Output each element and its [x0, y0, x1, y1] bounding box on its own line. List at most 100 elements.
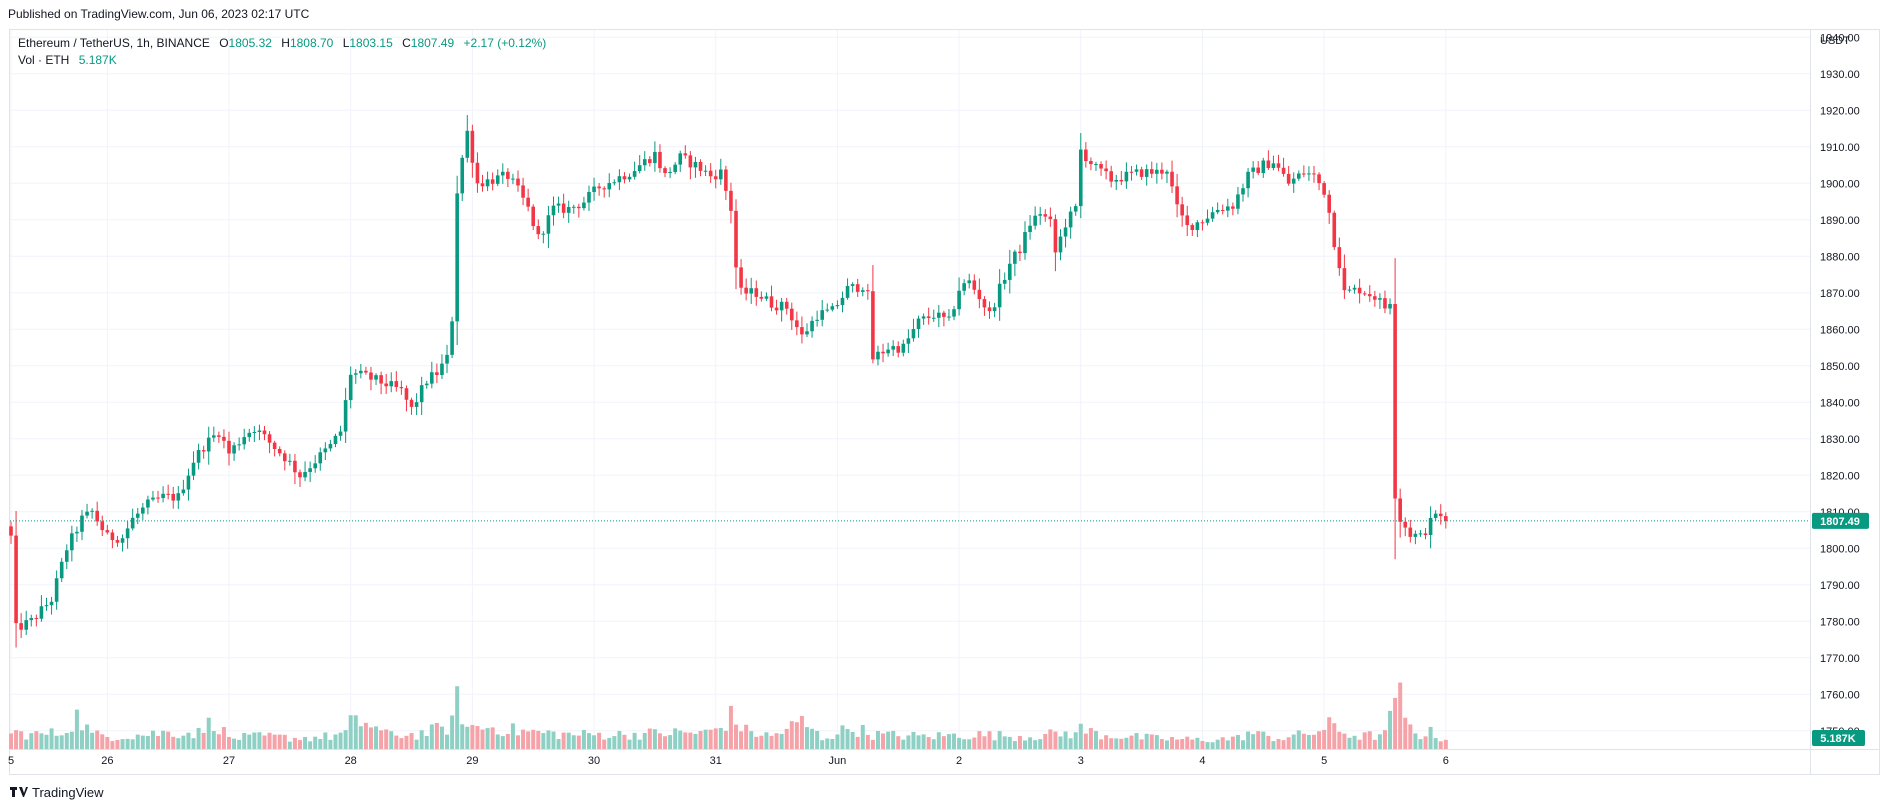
candle-body — [1403, 521, 1408, 528]
volume-bar — [490, 727, 495, 749]
volume-bar — [936, 732, 941, 749]
candle-body — [637, 165, 642, 172]
candle-body — [840, 297, 845, 306]
candle-body — [1312, 173, 1316, 175]
volume-bar — [9, 733, 13, 749]
candle-body — [1175, 186, 1179, 205]
candle-body — [1413, 533, 1418, 537]
candle-body — [774, 307, 779, 311]
volume-bar — [1164, 740, 1169, 749]
candle-body — [582, 202, 586, 209]
candle-body — [1378, 298, 1382, 300]
candle-body — [1109, 171, 1113, 182]
volume-bar — [1372, 739, 1377, 749]
volume-bar — [232, 738, 237, 749]
volume-bar — [774, 733, 779, 749]
volume-bar — [105, 736, 110, 749]
volume-bar — [1023, 740, 1027, 749]
volume-bar — [1073, 732, 1078, 749]
volume-bar — [318, 739, 323, 749]
candle-body — [201, 450, 206, 452]
volume-bar — [59, 735, 64, 749]
candle-body — [916, 318, 921, 330]
volume-bar — [389, 731, 394, 749]
published-caption: Published on TradingView.com, Jun 06, 20… — [8, 7, 310, 21]
candle-body — [176, 493, 181, 501]
candle-body — [886, 349, 890, 354]
last-volume-badge-bg — [1812, 730, 1865, 746]
volume-bar — [1251, 734, 1256, 749]
volume-bar — [592, 735, 597, 749]
volume-bar — [870, 739, 875, 749]
volume-bar — [161, 730, 166, 749]
candle-body — [1033, 215, 1037, 226]
candle-body — [480, 183, 485, 187]
candle-body — [622, 176, 627, 180]
candle-body — [1200, 222, 1205, 224]
candle-body — [90, 510, 94, 512]
candle-body — [566, 207, 571, 213]
candle-body — [146, 499, 150, 508]
candle-body — [318, 452, 323, 464]
candle-body — [1007, 263, 1012, 280]
candle-body — [1332, 212, 1337, 248]
candle-body — [282, 453, 287, 462]
volume-bar — [1048, 729, 1053, 749]
candle-body — [693, 161, 698, 168]
candle-body — [784, 301, 789, 309]
candle-body — [85, 511, 89, 516]
candle-body — [1231, 206, 1235, 209]
candle-body — [1322, 183, 1326, 195]
volume-bar — [1225, 740, 1230, 749]
volume-bar — [703, 729, 708, 749]
volume-bar — [29, 733, 34, 749]
tradingview-footer[interactable]: TradingView — [10, 785, 104, 800]
volume-bar — [505, 733, 510, 749]
candle-body — [338, 431, 343, 436]
volume-bar — [181, 735, 186, 749]
volume-bar — [211, 731, 216, 749]
symbol-title[interactable]: Ethereum / TetherUS, 1h, BINANCE — [18, 36, 210, 50]
volume-bar — [957, 737, 962, 749]
candle-body — [719, 169, 723, 180]
volume-bar — [1134, 733, 1139, 749]
volume-bar — [120, 739, 125, 749]
volume-bar — [358, 726, 363, 749]
volume-bar — [287, 741, 292, 749]
candle-body — [247, 432, 252, 438]
volume-bar — [150, 730, 155, 749]
volume-bar — [952, 733, 957, 749]
volume-bar — [977, 731, 982, 749]
candle-body — [800, 327, 804, 335]
candle-body — [1084, 149, 1088, 162]
time-tick-label: 27 — [223, 755, 235, 767]
volume-bar — [379, 730, 384, 749]
volume-bar — [632, 732, 637, 749]
candle-body — [1342, 268, 1347, 291]
candle-body — [1195, 222, 1200, 231]
candle-body — [9, 526, 13, 536]
open-label: O — [219, 36, 229, 50]
candle-body — [546, 215, 551, 234]
footer-brand: TradingView — [32, 785, 104, 800]
last-price-badge-text: 1807.49 — [1820, 516, 1860, 528]
volume-bar — [1352, 735, 1357, 749]
volume-bar — [90, 732, 95, 749]
volume-bar — [1311, 734, 1316, 749]
candle-body — [54, 578, 59, 602]
candle-body — [80, 515, 84, 532]
volume-bar — [156, 735, 161, 749]
candle-body — [399, 387, 404, 389]
volume-bar — [1286, 737, 1291, 749]
volume-value: 5.187K — [78, 53, 117, 67]
volume-bar — [536, 730, 541, 749]
price-tick-label: 1870.00 — [1820, 288, 1860, 300]
volume-bar — [1088, 728, 1093, 749]
volume-label[interactable]: Vol · ETH — [18, 53, 70, 67]
candle-body — [658, 151, 662, 169]
time-tick-label: 6 — [1443, 755, 1449, 767]
candle-body — [521, 185, 525, 198]
volume-bar — [166, 731, 171, 749]
volume-bar — [419, 730, 424, 749]
